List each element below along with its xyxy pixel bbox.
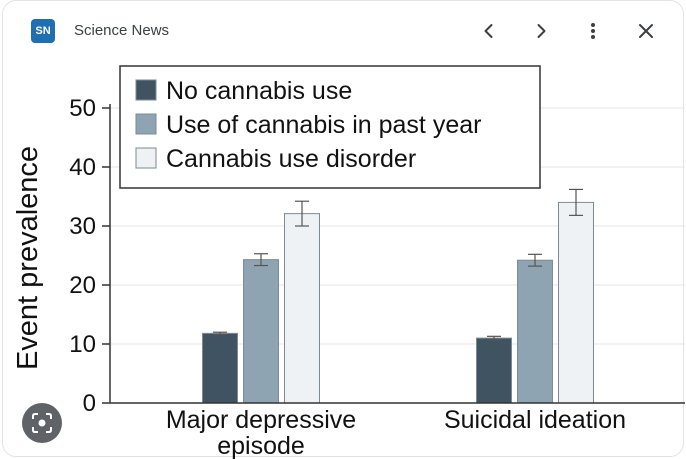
previous-button[interactable] [473,15,505,47]
y-tick-label: 10 [69,331,96,358]
legend-label: Use of cannabis in past year [166,111,481,139]
x-category-label: episode [217,432,305,459]
y-tick-label: 20 [69,272,96,299]
y-tick-label: 40 [69,154,96,181]
next-button[interactable] [525,15,557,47]
close-icon [639,24,653,38]
chevron-right-icon [537,24,546,38]
x-category-label: Major depressive [166,406,356,434]
bar [202,332,238,404]
more-options-button[interactable] [577,15,609,47]
bar [243,259,279,404]
source-logo[interactable]: SN [31,19,55,43]
legend-label: No cannabis use [166,77,352,105]
x-category-label: Suicidal ideation [444,406,626,434]
lens-search-button[interactable] [22,403,62,443]
y-tick-label: 0 [83,390,96,417]
legend-swatch [135,79,157,101]
y-tick-label: 30 [69,213,96,240]
bar [476,337,512,404]
legend-box [119,65,541,189]
chevron-left-icon [484,24,493,38]
viewer-header: SN Science News [3,1,683,61]
more-vert-icon [591,23,595,39]
bar [517,259,553,404]
y-tick-label: 50 [69,95,96,122]
legend-swatch [135,147,157,169]
lens-icon [32,413,52,433]
bar [284,213,320,404]
close-button[interactable] [630,15,662,47]
legend-label: Cannabis use disorder [166,145,416,173]
bar [558,201,594,404]
legend-swatch [135,113,157,135]
source-name[interactable]: Science News [74,22,170,39]
y-axis-label: Event prevalence [12,146,44,370]
